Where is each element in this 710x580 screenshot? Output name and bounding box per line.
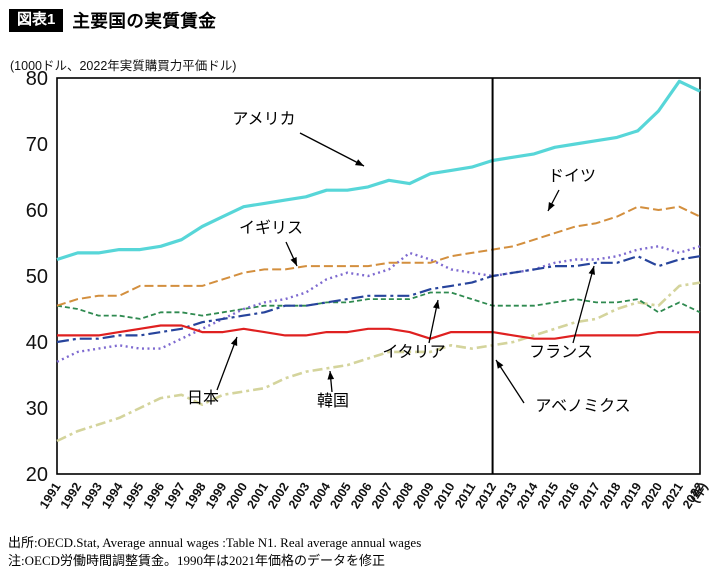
annotation-label-4: フランス [529, 344, 593, 361]
figure-title: 主要国の実質賃金 [72, 11, 217, 31]
annotation-label-3: イタリア [382, 343, 445, 361]
y-tick-label: 60 [26, 200, 48, 222]
x-tick-label: 2008 [390, 480, 417, 511]
x-tick-label: 2019 [618, 480, 645, 511]
annotation-arrow [495, 359, 525, 404]
real-wages-line-chart: 2030405060708019911992199319941995199619… [26, 68, 710, 511]
annotation-label-5: 日本 [187, 389, 219, 407]
x-tick-label: 2004 [307, 480, 334, 511]
x-tick-label: 1992 [58, 480, 85, 511]
x-tick-label: 2007 [369, 480, 396, 511]
note-line: 注:OECD労働時間調整賃金。1990年は2021年価格のデータを修正 [8, 553, 386, 569]
x-tick-label: 2017 [576, 480, 603, 511]
x-tick-label: 1997 [161, 480, 188, 511]
y-tick-label: 20 [26, 464, 48, 486]
annotation-arrowhead [433, 300, 440, 309]
annotation-arrowhead [355, 159, 364, 166]
y-axis-unit-note: (1000ドル、2022年実質購買力平価ドル) [10, 59, 237, 73]
annotation-arrowhead [290, 257, 297, 266]
x-tick-label: 2006 [348, 480, 375, 511]
annotation-arrow [216, 336, 238, 391]
annotation-arrow [299, 132, 365, 167]
x-tick-label: 2020 [638, 480, 665, 511]
x-tick-label: 1995 [120, 480, 147, 511]
annotation-arrowhead [548, 202, 555, 211]
annotation-arrow [572, 265, 595, 344]
x-tick-label: 1999 [203, 480, 230, 511]
annotation-label-0: アメリカ [232, 111, 295, 128]
x-tick-label: 2015 [535, 480, 562, 511]
y-tick-label: 70 [26, 134, 48, 156]
x-tick-label: 2005 [327, 480, 354, 511]
x-tick-label: 1996 [141, 480, 168, 511]
x-tick-label: 1998 [182, 480, 209, 511]
figure-number-badge: 図表1 [9, 9, 64, 32]
annotation-label-1: ドイツ [548, 168, 596, 185]
annotation-arrowhead [327, 371, 335, 380]
footnotes: 出所:OECD.Stat, Average annual wages :Tabl… [8, 534, 421, 570]
x-tick-label: 2021 [659, 480, 686, 511]
x-tick-label: 2012 [473, 480, 500, 511]
x-tick-label: 2002 [265, 480, 292, 511]
x-tick-label: 2014 [514, 480, 541, 511]
annotation-label-7: アベノミクス [535, 397, 630, 415]
plot-frame [56, 77, 701, 475]
y-tick-label: 80 [26, 68, 48, 90]
series-line-japan [57, 324, 700, 340]
x-tick-label: 2003 [286, 480, 313, 511]
series-line-korea [56, 281, 701, 443]
annotation-arrowhead [230, 337, 238, 346]
x-tick-label: 2000 [224, 480, 251, 511]
series-line-france [56, 255, 701, 344]
y-tick-label: 50 [26, 266, 48, 288]
annotation-arrowhead [496, 360, 504, 369]
series-line-germany [56, 205, 701, 307]
x-tick-label: 2016 [555, 480, 582, 511]
x-tick-label: 2001 [244, 480, 271, 511]
x-tick-label: 1994 [99, 480, 126, 511]
y-tick-label: 30 [26, 398, 48, 420]
x-tick-label: 2009 [410, 480, 437, 511]
x-tick-label: 2010 [431, 480, 458, 511]
y-tick-label: 40 [26, 332, 48, 354]
series-line-usa [56, 79, 701, 262]
x-tick-label: 2018 [597, 480, 624, 511]
source-line: 出所:OECD.Stat, Average annual wages :Tabl… [8, 535, 422, 550]
figure-header: 図表1 主要国の実質賃金 [9, 8, 216, 33]
annotation-arrowhead [588, 266, 595, 275]
x-tick-label: 1993 [78, 480, 105, 511]
series-line-uk [56, 245, 701, 363]
annotation-label-6: 韓国 [317, 392, 349, 410]
annotation-label-2: イギリス [239, 219, 303, 237]
x-tick-label: 2013 [493, 480, 520, 511]
